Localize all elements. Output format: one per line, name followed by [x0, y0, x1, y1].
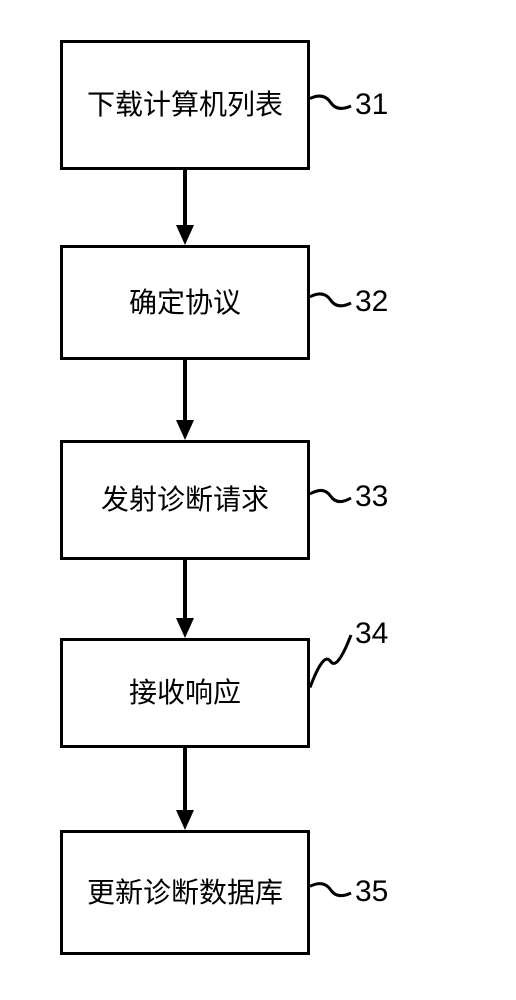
flow-edge [0, 0, 516, 1000]
flowchart-canvas: 下载计算机列表31确定协议32发射诊断请求33接收响应34更新诊断数据库35 [0, 0, 516, 1000]
